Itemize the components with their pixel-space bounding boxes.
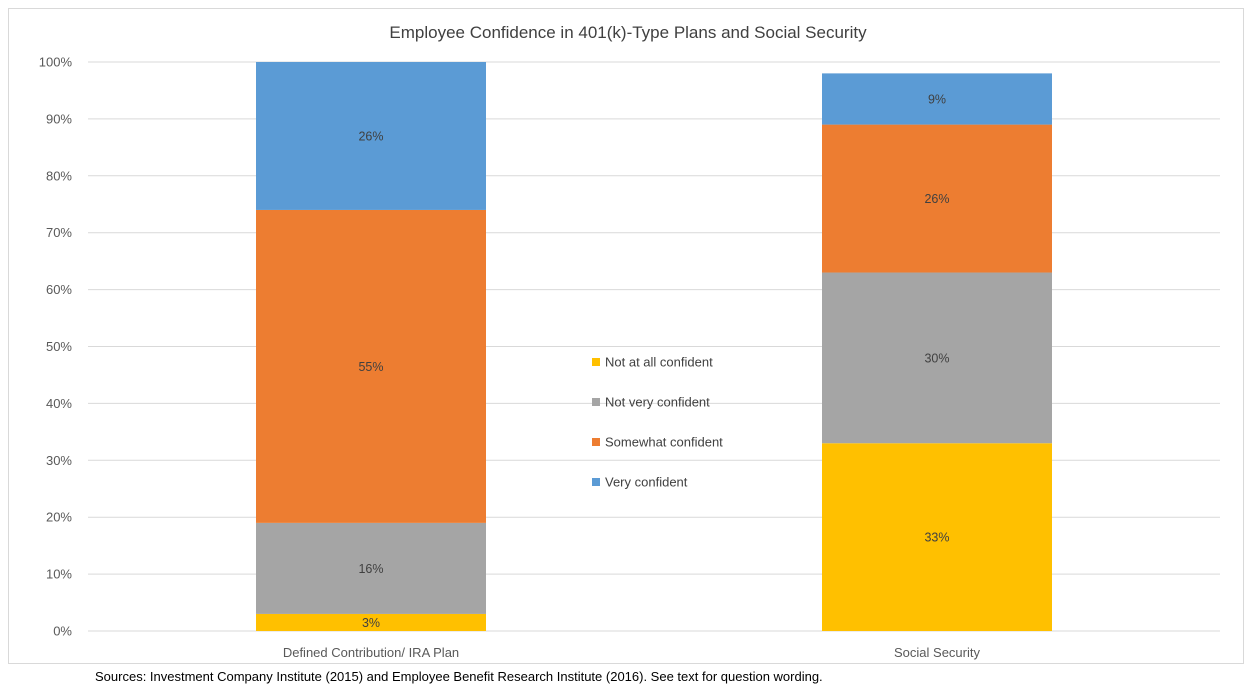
data-label: 3%	[362, 616, 380, 630]
y-tick-label: 90%	[46, 111, 72, 126]
bar-segment	[822, 443, 1052, 631]
bar-segment	[256, 62, 486, 210]
bar-segment	[256, 613, 486, 631]
y-tick-label: 10%	[46, 567, 72, 582]
legend-swatch	[592, 438, 600, 446]
stacked-bar-chart: Employee Confidence in 401(k)-Type Plans…	[39, 23, 1220, 660]
bar-segment	[256, 209, 486, 523]
y-tick-label: 20%	[46, 510, 72, 525]
bar-segment	[256, 522, 486, 614]
y-tick-label: 0%	[53, 624, 72, 639]
bar-segment	[822, 124, 1052, 273]
legend-swatch	[592, 398, 600, 406]
legend-swatch	[592, 358, 600, 366]
x-tick-label: Defined Contribution/ IRA Plan	[283, 645, 459, 660]
chart-title: Employee Confidence in 401(k)-Type Plans…	[389, 23, 867, 42]
data-label: 55%	[358, 360, 383, 374]
bar-segment	[822, 73, 1052, 125]
y-tick-label: 60%	[46, 282, 72, 297]
data-label: 9%	[928, 92, 946, 106]
legend: Not at all confident Not very confident So…	[592, 355, 723, 490]
source-footnote: Sources: Investment Company Institute (2…	[95, 669, 823, 684]
data-label: 26%	[924, 192, 949, 206]
y-tick-label: 40%	[46, 396, 72, 411]
y-axis: 0% 10% 20% 30% 40% 50% 60% 70% 80% 90% 100%	[39, 55, 73, 639]
y-tick-label: 30%	[46, 453, 72, 468]
legend-swatch	[592, 478, 600, 486]
legend-entry: Not very confident	[605, 395, 710, 410]
y-tick-label: 50%	[46, 339, 72, 354]
y-tick-label: 70%	[46, 225, 72, 240]
legend-entry: Somewhat confident	[605, 435, 723, 450]
legend-entry: Not at all confident	[605, 355, 713, 370]
bars: 3% 16% 55% 26% 33% 30% 26% 9%	[256, 62, 1052, 631]
x-tick-label: Social Security	[894, 645, 980, 660]
data-label: 16%	[358, 562, 383, 576]
legend-entry: Very confident	[605, 475, 688, 490]
data-label: 33%	[924, 531, 949, 545]
bar-segment	[822, 272, 1052, 444]
data-label: 26%	[358, 129, 383, 143]
y-tick-label: 100%	[39, 55, 73, 70]
data-label: 30%	[924, 351, 949, 365]
y-tick-label: 80%	[46, 168, 72, 183]
x-axis: Defined Contribution/ IRA Plan Social Sec…	[283, 645, 981, 660]
